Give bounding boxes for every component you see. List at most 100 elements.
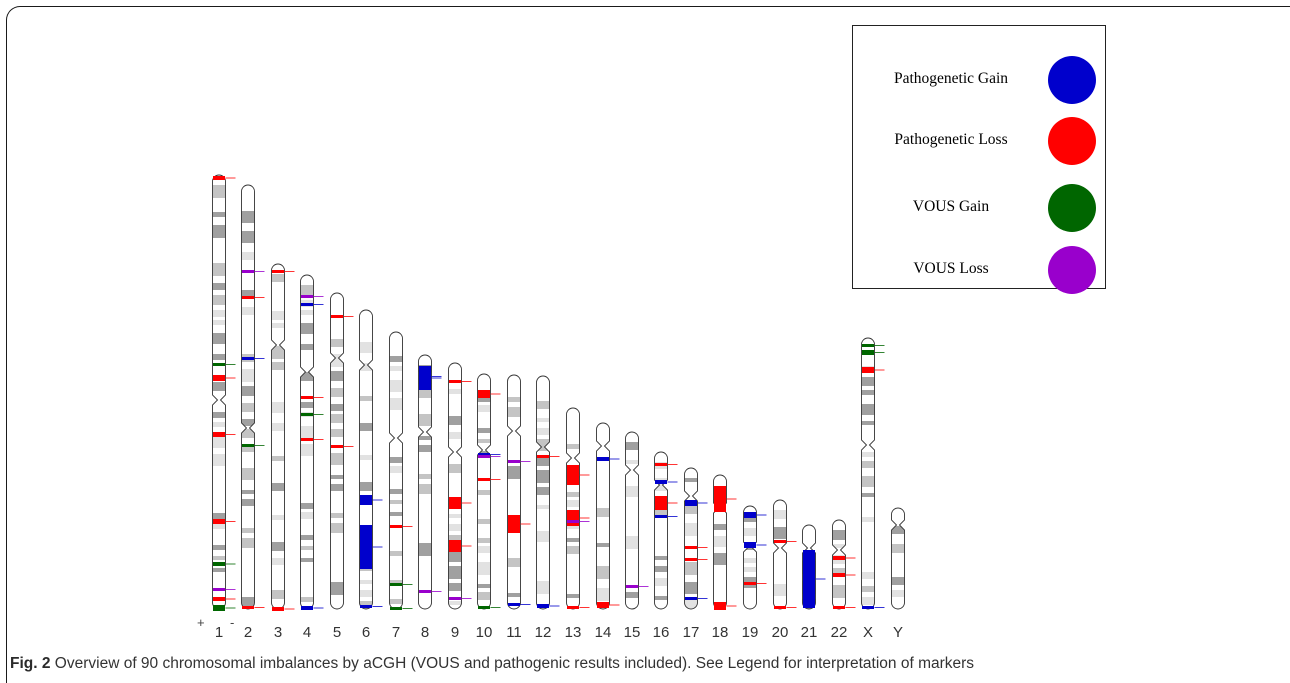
- marker-purple: [626, 585, 638, 588]
- chromosome-label-13: 13: [564, 624, 582, 641]
- legend-swatch-purple: [1048, 246, 1096, 294]
- marker-red: [774, 540, 786, 543]
- chromosome-label-20: 20: [771, 624, 789, 641]
- chromosome-Y: [891, 507, 905, 610]
- marker-blue: [360, 495, 372, 505]
- chromosome-label-17: 17: [682, 624, 700, 641]
- chromosome-label-22: 22: [830, 624, 848, 641]
- marker-red: [833, 606, 845, 609]
- chromosome-11: [507, 374, 521, 610]
- legend-label: Pathogenetic Gain: [893, 70, 1009, 87]
- marker-green: [213, 562, 225, 566]
- marker-blue: [360, 605, 372, 608]
- marker-blue: [862, 606, 874, 609]
- legend-item-pathogenetic-gain: Pathogenetic Gain: [853, 52, 1107, 108]
- marker-purple: [301, 295, 313, 298]
- chromosome-16: [654, 451, 668, 610]
- legend-label: VOUS Gain: [912, 198, 990, 215]
- marker-red: [478, 478, 490, 481]
- chromosome-label-9: 9: [450, 624, 460, 641]
- marker-red: [478, 390, 490, 398]
- chromosome-2: [241, 184, 255, 610]
- marker-red: [714, 486, 726, 512]
- legend-box: Pathogenetic Gain Pathogenetic Loss VOUS…: [852, 25, 1107, 294]
- legend-swatch-green: [1048, 184, 1096, 232]
- marker-red: [655, 463, 667, 466]
- marker-red: [272, 270, 284, 273]
- marker-red: [714, 602, 726, 610]
- marker-red: [567, 606, 579, 609]
- marker-red: [833, 556, 845, 560]
- chromosome-label-7: 7: [391, 624, 401, 641]
- marker-green: [242, 444, 254, 447]
- chromosome-label-19: 19: [741, 624, 759, 641]
- marker-blue: [301, 606, 313, 610]
- marker-red: [390, 525, 402, 528]
- legend-label: Pathogenetic Loss: [894, 131, 1008, 148]
- marker-green: [390, 583, 402, 586]
- marker-red: [655, 496, 667, 510]
- marker-purple: [213, 588, 225, 591]
- marker-purple: [508, 460, 520, 463]
- chromosome-8: [418, 354, 432, 610]
- marker-red: [213, 597, 225, 601]
- chromosome-label-15: 15: [623, 624, 641, 641]
- marker-red: [449, 380, 461, 383]
- chromosome-label-3: 3: [273, 624, 283, 641]
- marker-blue: [655, 480, 667, 484]
- marker-blue: [597, 457, 609, 461]
- chromosome-label-2: 2: [243, 624, 253, 641]
- chromosome-label-4: 4: [302, 624, 312, 641]
- chromosome-label-6: 6: [361, 624, 371, 641]
- chromosome-4: [300, 274, 314, 610]
- chromosome-X: [861, 337, 875, 610]
- marker-green: [213, 605, 225, 611]
- chromosome-label-16: 16: [652, 624, 670, 641]
- legend-swatch-blue: [1048, 56, 1096, 104]
- marker-red: [537, 455, 549, 458]
- marker-green: [862, 344, 874, 347]
- marker-red: [744, 582, 756, 585]
- marker-red: [774, 606, 786, 609]
- chromosome-label-10: 10: [475, 624, 493, 641]
- marker-red: [567, 510, 579, 526]
- marker-blue: [419, 375, 431, 378]
- chromosome-label-8: 8: [420, 624, 430, 641]
- marker-green: [301, 413, 313, 416]
- marker-red: [567, 465, 579, 485]
- marker-red: [213, 176, 225, 180]
- marker-blue: [508, 603, 520, 606]
- chromosome-label-18: 18: [711, 624, 729, 641]
- chromosome-3: [271, 263, 285, 610]
- marker-red: [272, 607, 284, 611]
- chromosome-label-1: 1: [214, 624, 224, 641]
- marker-blue: [744, 512, 756, 518]
- chromosome-22: [832, 519, 846, 610]
- marker-purple: [242, 270, 254, 273]
- legend-item-vous-loss: VOUS Loss: [853, 242, 1107, 298]
- marker-red: [597, 602, 609, 608]
- chromosome-10: [477, 373, 491, 610]
- marker-purple: [419, 590, 431, 593]
- marker-green: [478, 606, 490, 609]
- chromosome-label-12: 12: [534, 624, 552, 641]
- marker-red: [685, 546, 697, 549]
- chromosome-label-X: X: [862, 624, 873, 641]
- marker-blue: [301, 303, 313, 306]
- marker-blue: [685, 500, 697, 506]
- chromosome-5: [330, 292, 344, 610]
- marker-blue: [242, 357, 254, 360]
- marker-red: [242, 296, 254, 299]
- caption-text: Overview of 90 chromosomal imbalances by…: [54, 655, 975, 672]
- marker-green: [390, 607, 402, 610]
- marker-red: [449, 497, 461, 509]
- figure-label: Fig. 2: [10, 655, 51, 672]
- marker-red: [331, 315, 343, 318]
- chromosome-19: [743, 505, 757, 610]
- marker-red: [331, 445, 343, 448]
- chromosome-label-11: 11: [506, 624, 522, 641]
- marker-red: [862, 367, 874, 373]
- chromosome-label-5: 5: [332, 624, 342, 641]
- marker-red: [301, 396, 313, 399]
- marker-red: [213, 519, 225, 524]
